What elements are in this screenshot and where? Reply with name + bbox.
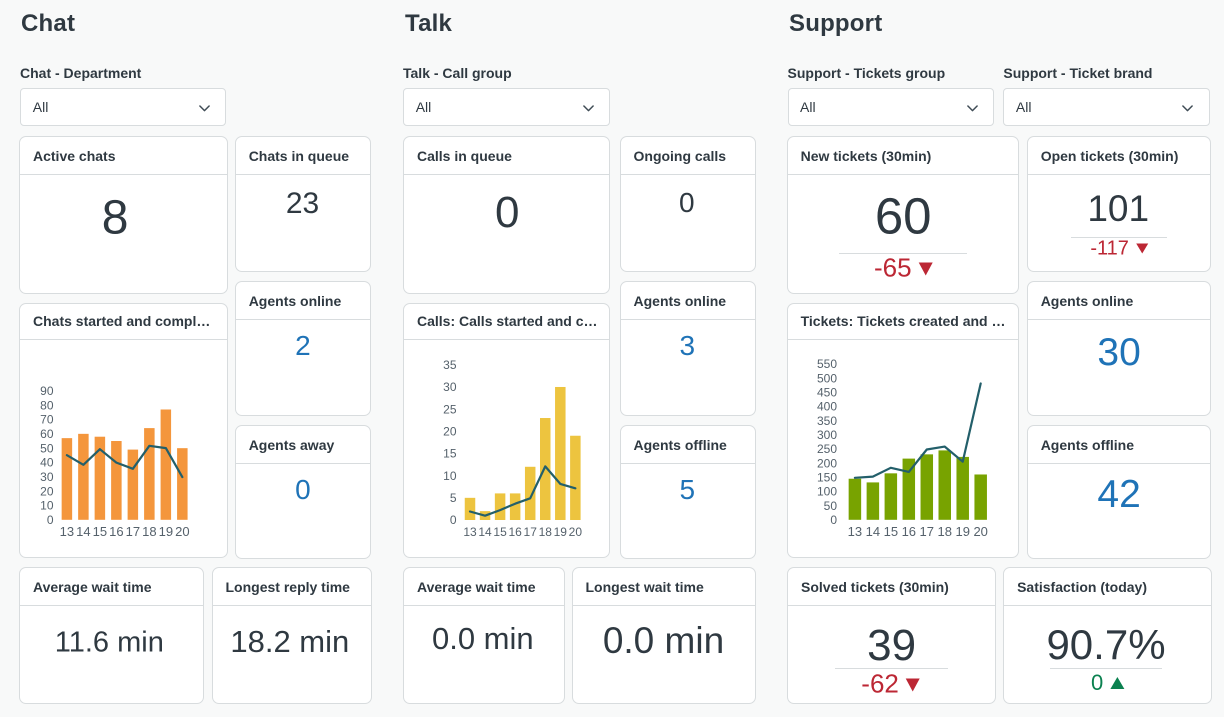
svg-text:13: 13	[848, 524, 862, 539]
svg-text:0: 0	[46, 513, 53, 527]
svg-text:400: 400	[817, 400, 837, 414]
svg-text:16: 16	[109, 524, 123, 539]
svg-text:25: 25	[443, 402, 457, 416]
svg-text:15: 15	[92, 524, 106, 539]
svg-text:13: 13	[59, 524, 73, 539]
svg-text:18: 18	[538, 525, 552, 539]
svg-text:14: 14	[478, 525, 492, 539]
svg-text:30: 30	[443, 380, 457, 394]
svg-text:60: 60	[40, 427, 54, 441]
svg-text:16: 16	[902, 524, 916, 539]
svg-text:50: 50	[824, 499, 838, 513]
svg-text:50: 50	[40, 441, 54, 455]
svg-text:15: 15	[884, 524, 898, 539]
svg-text:70: 70	[40, 413, 54, 427]
svg-text:15: 15	[493, 525, 507, 539]
svg-text:10: 10	[40, 499, 54, 513]
svg-text:250: 250	[817, 442, 837, 456]
svg-text:150: 150	[817, 471, 837, 485]
svg-text:20: 20	[175, 524, 189, 539]
svg-text:17: 17	[125, 524, 139, 539]
svg-text:90: 90	[40, 384, 54, 398]
svg-text:20: 20	[973, 524, 987, 539]
svg-text:18: 18	[142, 524, 156, 539]
svg-text:20: 20	[443, 425, 457, 439]
svg-text:19: 19	[158, 524, 172, 539]
svg-text:10: 10	[443, 469, 457, 483]
svg-text:500: 500	[817, 371, 837, 385]
svg-text:300: 300	[817, 428, 837, 442]
svg-text:200: 200	[817, 456, 837, 470]
svg-text:14: 14	[866, 524, 880, 539]
svg-text:0: 0	[449, 513, 456, 527]
svg-text:19: 19	[553, 525, 567, 539]
svg-text:13: 13	[463, 525, 477, 539]
svg-text:550: 550	[817, 357, 837, 371]
svg-text:80: 80	[40, 398, 54, 412]
svg-text:35: 35	[443, 358, 457, 372]
svg-text:17: 17	[523, 525, 537, 539]
svg-text:16: 16	[508, 525, 522, 539]
svg-text:18: 18	[938, 524, 952, 539]
svg-text:40: 40	[40, 456, 54, 470]
svg-text:5: 5	[449, 491, 456, 505]
svg-text:15: 15	[443, 447, 457, 461]
svg-text:350: 350	[817, 414, 837, 428]
svg-text:20: 20	[40, 484, 54, 498]
svg-text:450: 450	[817, 386, 837, 400]
svg-text:17: 17	[920, 524, 934, 539]
svg-text:30: 30	[40, 470, 54, 484]
svg-text:100: 100	[817, 485, 837, 499]
svg-text:14: 14	[76, 524, 90, 539]
svg-text:0: 0	[830, 513, 837, 527]
svg-text:19: 19	[955, 524, 969, 539]
svg-text:20: 20	[568, 525, 582, 539]
